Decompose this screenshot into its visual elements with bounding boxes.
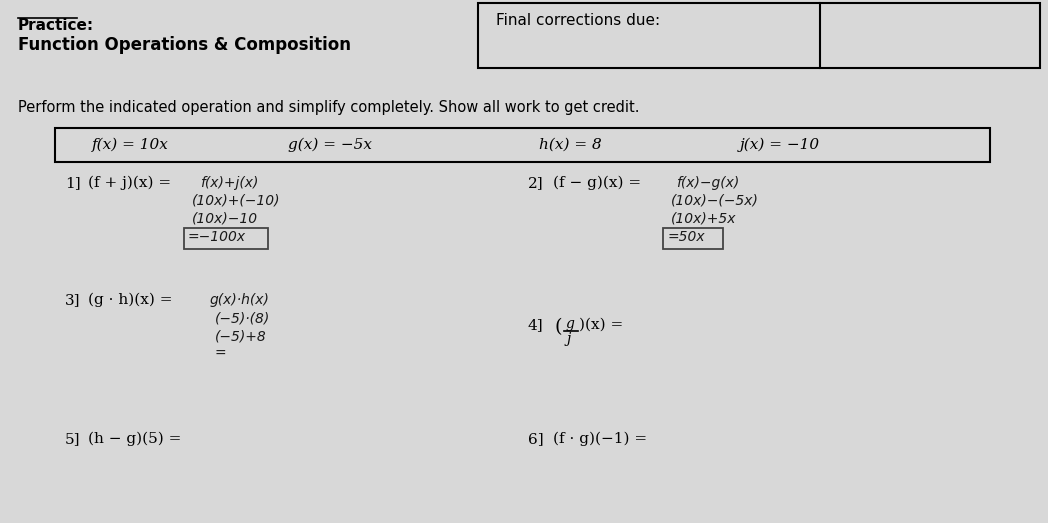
Text: 6]: 6] (528, 432, 544, 446)
Text: (g · h)(x) =: (g · h)(x) = (88, 293, 173, 308)
Text: h(x) = 8: h(x) = 8 (539, 138, 602, 152)
FancyBboxPatch shape (54, 128, 990, 162)
Text: f(x)+j(x): f(x)+j(x) (200, 176, 259, 190)
Text: (10x)+(−10): (10x)+(−10) (192, 194, 281, 208)
Text: (f + j)(x) =: (f + j)(x) = (88, 176, 171, 190)
Text: f(x)−g(x): f(x)−g(x) (676, 176, 739, 190)
Text: (−5)·(8): (−5)·(8) (215, 311, 270, 325)
Text: Final corrections due:: Final corrections due: (496, 13, 660, 28)
Text: (−5)+8: (−5)+8 (215, 329, 267, 343)
Text: (f − g)(x) =: (f − g)(x) = (553, 176, 641, 190)
Text: =−100x: =−100x (188, 230, 246, 244)
Text: )(x) =: )(x) = (578, 318, 624, 332)
Text: g(x) = −5x: g(x) = −5x (288, 138, 372, 152)
Text: (f · g)(−1) =: (f · g)(−1) = (553, 432, 647, 447)
Text: f(x) = 10x: f(x) = 10x (91, 138, 169, 152)
Text: j: j (567, 332, 571, 346)
Text: 2]: 2] (528, 176, 544, 190)
Text: 1]: 1] (65, 176, 81, 190)
Text: g: g (566, 317, 575, 331)
Text: (: ( (554, 318, 562, 336)
Text: (10x)+5x: (10x)+5x (671, 212, 737, 226)
Text: j(x) = −10: j(x) = −10 (740, 138, 821, 152)
Text: 4]: 4] (528, 318, 544, 332)
Text: (h − g)(5) =: (h − g)(5) = (88, 432, 181, 447)
Text: =50x: =50x (668, 230, 705, 244)
Text: 5]: 5] (65, 432, 81, 446)
Text: Perform the indicated operation and simplify completely. Show all work to get cr: Perform the indicated operation and simp… (18, 100, 639, 115)
FancyBboxPatch shape (478, 3, 1040, 68)
Text: Practice:: Practice: (18, 18, 94, 33)
Text: g(x)·h(x): g(x)·h(x) (210, 293, 270, 307)
Text: =: = (215, 347, 226, 361)
Text: (10x)−(−5x): (10x)−(−5x) (671, 194, 759, 208)
Text: 3]: 3] (65, 293, 81, 307)
Text: Function Operations & Composition: Function Operations & Composition (18, 36, 351, 54)
Text: (10x)−10: (10x)−10 (192, 212, 258, 226)
